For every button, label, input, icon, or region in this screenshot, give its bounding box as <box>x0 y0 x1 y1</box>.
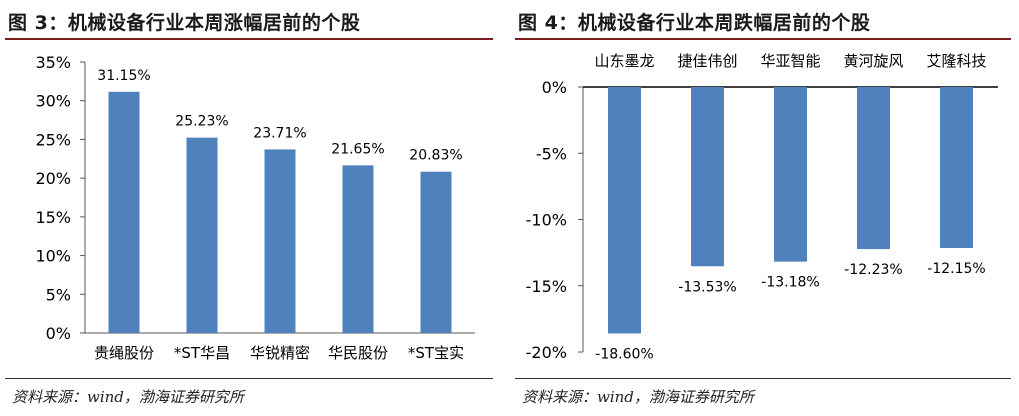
y-tick-label: 10% <box>35 247 71 266</box>
fall-chart: 0% -5% -10% -15% -20% -18.60% 山东墨龙 -13.53% 捷佳伟创 -… <box>526 52 998 362</box>
category-label: *ST宝实 <box>408 344 464 362</box>
data-label: -12.15% <box>927 261 985 277</box>
data-label: -13.53% <box>678 279 736 295</box>
data-label: -18.60% <box>595 346 653 362</box>
category-label: 贵绳股份 <box>94 344 154 362</box>
bar <box>342 165 374 333</box>
y-tick-label: 25% <box>35 130 71 149</box>
y-tick-label: 20% <box>35 169 71 188</box>
y-tick-label: 5% <box>46 285 71 304</box>
bar <box>774 87 807 262</box>
category-label: 华锐精密 <box>250 344 310 362</box>
category-label: 华民股份 <box>328 344 388 362</box>
y-tick-label: 15% <box>35 208 71 227</box>
y-tick-label: -5% <box>536 144 567 163</box>
category-label: 华亚智能 <box>760 52 820 70</box>
y-tick-label: -10% <box>526 211 567 230</box>
data-label: 23.71% <box>253 125 306 141</box>
bar <box>940 87 973 248</box>
figure-4-panel: 图 4：机械设备行业本周跌幅居前的个股 0% -5% -10% -15% -20% -18… <box>510 0 1019 416</box>
bar <box>186 137 218 333</box>
y-tick-label: 0% <box>46 324 71 343</box>
y-tick-label: 35% <box>35 53 71 72</box>
figure-3-source: 资料来源：wind，渤海证券研究所 <box>12 388 244 406</box>
data-label: 31.15% <box>97 68 150 84</box>
figure-3-top-rule <box>5 38 493 40</box>
category-label: *ST华昌 <box>174 344 230 362</box>
figure-4-bottom-rule <box>515 378 1011 379</box>
data-label: 20.83% <box>409 148 462 164</box>
bar <box>608 87 641 334</box>
data-label: -13.18% <box>761 275 819 291</box>
y-tick-label: -15% <box>526 277 567 296</box>
data-label: 25.23% <box>175 114 228 130</box>
category-label: 捷佳伟创 <box>677 52 737 70</box>
y-tick-label: -20% <box>526 343 567 362</box>
figure-4-title: 图 4：机械设备行业本周跌幅居前的个股 <box>518 12 871 34</box>
figure-4-source: 资料来源：wind，渤海证券研究所 <box>522 388 754 406</box>
bar <box>691 87 724 267</box>
rise-chart: 0% 5% 10% 15% 20% 25% 30% 35% 31.15% 贵绳股份 25.23% *S… <box>35 53 475 362</box>
data-label: -12.23% <box>844 262 902 278</box>
data-label: 21.65% <box>331 141 384 157</box>
bar <box>264 149 296 333</box>
category-label: 山东墨龙 <box>594 52 654 70</box>
bar <box>108 91 140 333</box>
y-tick-label: 0% <box>542 78 567 97</box>
figure-3-bottom-rule <box>5 378 493 379</box>
figure-4-top-rule <box>515 38 1011 40</box>
figure-3-panel: 图 3：机械设备行业本周涨幅居前的个股 0% 5% 10% 15% 20% 25% 30% 3… <box>0 0 500 416</box>
category-label: 黄河旋风 <box>843 52 903 70</box>
category-label: 艾隆科技 <box>926 52 986 70</box>
figure-3-title: 图 3：机械设备行业本周涨幅居前的个股 <box>8 12 361 34</box>
y-tick-label: 30% <box>35 92 71 111</box>
bar <box>857 87 890 250</box>
bar <box>420 171 452 333</box>
